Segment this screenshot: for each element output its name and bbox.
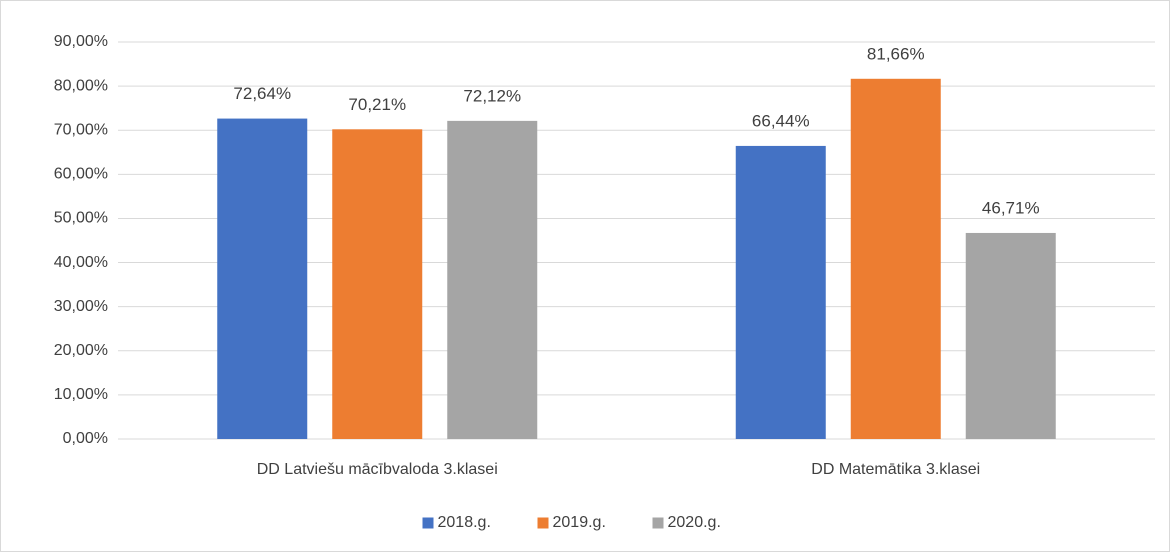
- bar: [332, 129, 423, 439]
- legend-label: 2018.g.: [438, 514, 491, 531]
- y-tick-label: 10,00%: [54, 386, 108, 403]
- legend-swatch: [652, 517, 664, 529]
- bar: [965, 232, 1056, 439]
- legend-label: 2020.g.: [668, 514, 721, 531]
- y-tick-label: 20,00%: [54, 342, 108, 359]
- y-tick-label: 30,00%: [54, 298, 108, 315]
- legend-swatch: [422, 517, 434, 529]
- y-tick-label: 80,00%: [54, 77, 108, 94]
- data-label: 72,64%: [233, 84, 291, 103]
- bar: [447, 120, 538, 439]
- data-label: 81,66%: [867, 44, 925, 63]
- x-tick-label: DD Matemātika 3.klasei: [811, 461, 980, 478]
- bar: [735, 145, 826, 439]
- legend-swatch: [537, 517, 549, 529]
- data-label: 66,44%: [752, 111, 810, 130]
- data-label: 72,12%: [463, 86, 521, 105]
- y-tick-label: 0,00%: [63, 430, 108, 447]
- y-tick-label: 40,00%: [54, 254, 108, 271]
- data-label: 46,71%: [982, 198, 1040, 217]
- data-label: 70,21%: [348, 95, 406, 114]
- y-tick-label: 70,00%: [54, 121, 108, 138]
- bar: [850, 78, 941, 439]
- y-tick-label: 90,00%: [54, 33, 108, 50]
- y-tick-label: 50,00%: [54, 210, 108, 227]
- bar: [217, 118, 308, 439]
- legend-label: 2019.g.: [553, 514, 606, 531]
- y-tick-label: 60,00%: [54, 166, 108, 183]
- x-tick-label: DD Latviešu mācībvaloda 3.klasei: [257, 461, 498, 478]
